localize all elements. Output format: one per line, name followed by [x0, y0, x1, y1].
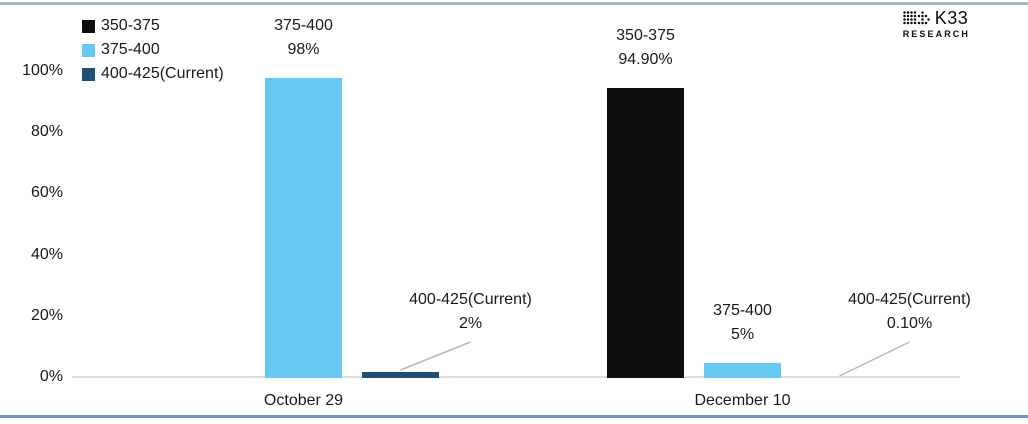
y-tick-label: 100% — [22, 62, 63, 79]
bar-label-value: 5% — [730, 326, 755, 343]
bar-label-value: 98% — [287, 41, 320, 58]
bar-label-value: 94.90% — [618, 51, 673, 68]
legend-label: 400-425(Current) — [101, 65, 224, 82]
legend-swatch — [82, 19, 95, 33]
bottom-divider — [0, 415, 1028, 418]
legend-label: 375-400 — [101, 41, 160, 58]
top-divider — [0, 2, 1028, 5]
category-label: December 10 — [694, 392, 791, 409]
leader-line — [839, 341, 910, 377]
bar-350-375-December 10 — [607, 88, 684, 378]
y-tick-label: 40% — [30, 245, 63, 263]
y-tick-label: 0% — [39, 368, 63, 385]
y-tick-label: 20% — [30, 306, 63, 324]
bar-label-value: 0.10% — [886, 315, 933, 332]
bar-value-label: 375-400 5% — [633, 299, 853, 347]
bar-value-label: 400-425(Current) 2% — [361, 288, 581, 336]
chart-legend: 350-375 375-400 400-425(Current) — [82, 14, 224, 86]
bar-value-label: 375-400 98% — [194, 14, 414, 62]
bar-value-label: 350-375 94.90% — [536, 24, 756, 72]
legend-item: 375-400 — [82, 38, 224, 62]
bar-label-series: 375-400 — [713, 302, 772, 319]
bar-400-425(Current)-October 29 — [362, 372, 439, 378]
logo-brand-text: K33 — [934, 8, 969, 28]
legend-swatch — [82, 43, 95, 57]
bar-value-label: 400-425(Current) 0.10% — [800, 288, 1020, 336]
logo-subtitle-text: RESEARCH — [902, 29, 970, 39]
category-label: October 29 — [263, 392, 344, 409]
bar-375-400-December 10 — [704, 363, 781, 378]
legend-swatch — [82, 67, 95, 81]
bar-375-400-October 29 — [265, 78, 342, 378]
legend-item: 400-425(Current) — [82, 62, 224, 86]
leader-line — [400, 341, 471, 371]
bar-label-series: 350-375 — [616, 27, 675, 44]
y-tick-label: 60% — [30, 184, 63, 202]
k33-dot-matrix-icon — [902, 10, 930, 24]
k33-research-logo: K33 RESEARCH — [903, 9, 970, 39]
x-axis-baseline — [72, 376, 960, 378]
bar-label-series: 400-425(Current) — [409, 291, 532, 308]
bar-label-series: 400-425(Current) — [848, 291, 971, 308]
y-tick-label: 80% — [30, 123, 63, 141]
bar-label-value: 2% — [458, 315, 483, 332]
legend-label: 350-375 — [101, 17, 160, 34]
bar-label-series: 375-400 — [274, 17, 333, 34]
legend-item: 350-375 — [82, 14, 224, 38]
